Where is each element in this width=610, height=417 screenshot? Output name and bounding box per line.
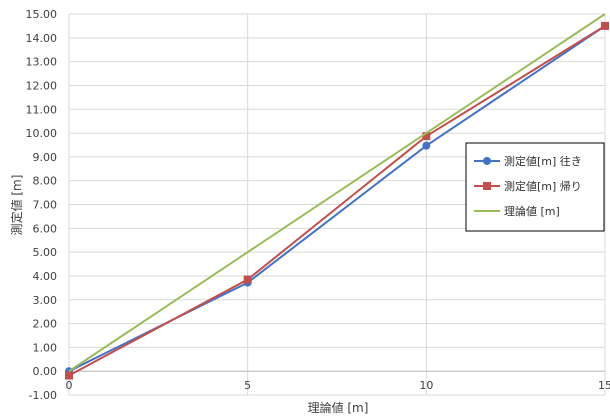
legend-marker (483, 157, 491, 165)
y-tick-label: 11.00 (26, 103, 58, 116)
y-tick-label: 6.00 (33, 222, 58, 235)
y-tick-label: -1.00 (29, 389, 57, 402)
y-tick-label: 4.00 (33, 270, 58, 283)
y-tick-label: 12.00 (26, 79, 58, 92)
y-tick-label: 3.00 (33, 294, 58, 307)
y-axis-ticks: -1.00 0.00 1.00 2.00 3.00 4.00 5.00 6.00 7.00 8.0… (26, 8, 58, 402)
series-line (68, 25, 606, 377)
y-tick-label: 13.00 (26, 56, 58, 69)
series-3 (68, 13, 606, 373)
legend-label: 測定値[m] 帰り (504, 179, 582, 193)
legend-label: 理論値 [m] (504, 204, 560, 218)
x-tick-label: 0 (66, 379, 73, 392)
legend-marker (483, 182, 491, 190)
legend-label: 測定値[m] 往き (504, 154, 582, 168)
x-tick-label: 15 (598, 379, 610, 392)
y-tick-label: 2.00 (33, 318, 58, 331)
y-tick-label: 1.00 (33, 341, 58, 354)
y-tick-label: 5.00 (33, 246, 58, 259)
legend-item: 測定値[m] 帰り (474, 179, 582, 193)
y-tick-label: 10.00 (26, 127, 58, 140)
x-tick-label: 10 (419, 379, 433, 392)
y-tick-label: 15.00 (26, 8, 58, 21)
y-tick-label: 14.00 (26, 32, 58, 45)
x-tick-label: 5 (244, 379, 251, 392)
y-tick-label: 7.00 (33, 199, 58, 212)
legend-item: 理論値 [m] (474, 204, 560, 218)
y-tick-label: 8.00 (33, 175, 58, 188)
data-point (422, 141, 431, 150)
y-tick-label: 0.00 (33, 365, 58, 378)
x-axis-title: 理論値 [m] (308, 400, 369, 415)
legend-item: 測定値[m] 往き (474, 154, 582, 168)
series-line (68, 13, 606, 373)
series-2 (65, 21, 609, 380)
data-point (601, 21, 609, 30)
series-layer (65, 13, 609, 380)
y-tick-label: 9.00 (33, 151, 58, 164)
x-axis-ticks: 0 5 10 15 (66, 379, 610, 392)
y-axis-title: 測定値 [m] (9, 175, 24, 236)
data-point (243, 275, 252, 284)
data-point (422, 132, 431, 141)
data-point (65, 371, 73, 380)
